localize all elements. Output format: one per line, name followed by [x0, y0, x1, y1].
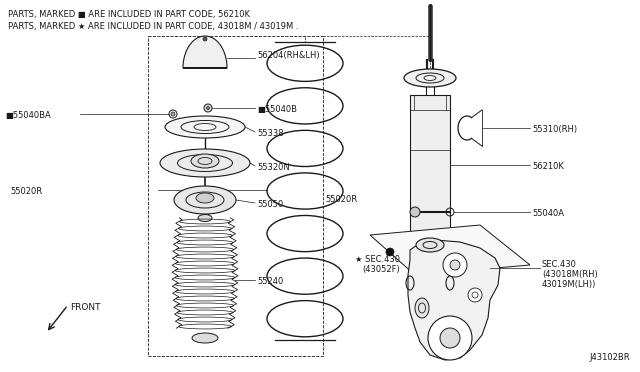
Polygon shape — [183, 36, 227, 68]
Ellipse shape — [174, 186, 236, 214]
Circle shape — [440, 328, 460, 348]
Text: FRONT: FRONT — [70, 303, 100, 312]
Ellipse shape — [196, 193, 214, 203]
Text: (43018M(RH): (43018M(RH) — [542, 270, 598, 279]
Text: 55320N: 55320N — [257, 163, 290, 172]
Ellipse shape — [404, 69, 456, 87]
Ellipse shape — [160, 149, 250, 177]
Circle shape — [207, 106, 209, 109]
Text: 56204(RH&LH): 56204(RH&LH) — [257, 51, 319, 60]
Polygon shape — [408, 240, 500, 360]
Ellipse shape — [415, 298, 429, 318]
Text: PARTS, MARKED ■ ARE INCLUDED IN PART CODE, 56210K: PARTS, MARKED ■ ARE INCLUDED IN PART COD… — [8, 10, 250, 19]
Polygon shape — [370, 225, 530, 275]
Ellipse shape — [198, 215, 212, 221]
Circle shape — [468, 288, 482, 302]
Circle shape — [443, 253, 467, 277]
Circle shape — [428, 316, 472, 360]
Text: 55240: 55240 — [257, 277, 284, 286]
Text: 55338: 55338 — [257, 129, 284, 138]
Text: ■55040BA: ■55040BA — [5, 111, 51, 120]
Ellipse shape — [416, 238, 444, 252]
Text: ■55040B: ■55040B — [257, 105, 297, 114]
Circle shape — [203, 37, 207, 41]
Bar — [410, 95, 450, 245]
Text: PARTS, MARKED ★ ARE INCLUDED IN PART CODE, 43018M / 43019M .: PARTS, MARKED ★ ARE INCLUDED IN PART COD… — [8, 22, 298, 31]
Text: ★ SEC.430: ★ SEC.430 — [355, 255, 400, 264]
Text: 55310(RH): 55310(RH) — [532, 125, 577, 134]
Text: SEC.430: SEC.430 — [542, 260, 577, 269]
Text: 55040A: 55040A — [532, 209, 564, 218]
Text: 43019M(LH)): 43019M(LH)) — [542, 280, 596, 289]
Circle shape — [410, 207, 420, 217]
Ellipse shape — [165, 116, 245, 138]
Circle shape — [171, 112, 175, 116]
Text: 56210K: 56210K — [532, 162, 564, 171]
Bar — [148, 36, 323, 356]
Text: 55020R: 55020R — [10, 187, 42, 196]
Circle shape — [204, 104, 212, 112]
Circle shape — [386, 248, 394, 256]
Text: 55050: 55050 — [257, 200, 284, 209]
Text: J43102BR: J43102BR — [589, 353, 630, 362]
Ellipse shape — [191, 154, 219, 168]
Circle shape — [450, 260, 460, 270]
Text: 55020R: 55020R — [325, 195, 357, 204]
Text: (43052F): (43052F) — [362, 265, 400, 274]
Ellipse shape — [192, 333, 218, 343]
